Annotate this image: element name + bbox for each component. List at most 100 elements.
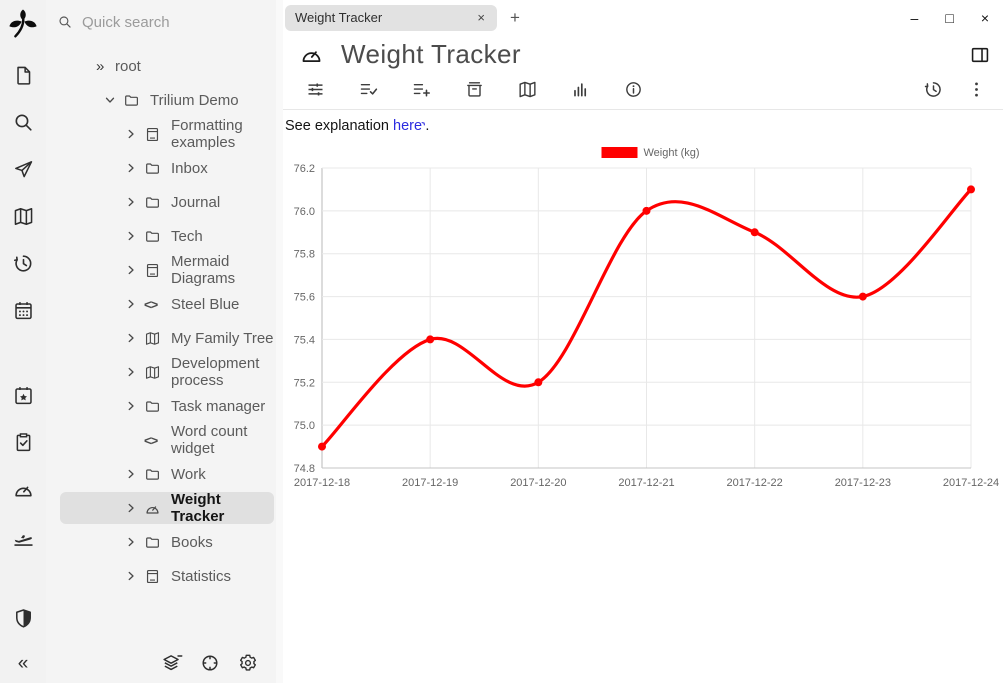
tree-item-development-process[interactable]: Development process [46, 355, 276, 389]
chevron-right-icon[interactable] [125, 332, 144, 344]
history-button[interactable] [11, 251, 35, 275]
send-button[interactable] [11, 157, 35, 181]
clipboard-check-button[interactable] [11, 430, 35, 454]
tree-item-work[interactable]: Work [46, 457, 276, 491]
history-icon [12, 252, 35, 275]
calendar-star-button[interactable] [11, 383, 35, 407]
book-icon [144, 126, 161, 143]
bar-chart-icon [570, 79, 591, 100]
tree-item-root[interactable]: » root [46, 49, 276, 83]
chevron-right-icon[interactable] [125, 400, 144, 412]
ribbon-list-plus-button[interactable] [395, 79, 448, 100]
y-tick-label: 75.4 [294, 334, 315, 346]
tree-item-label: Statistics [171, 567, 232, 585]
maximize-button[interactable]: □ [945, 9, 954, 26]
shield-icon [12, 607, 35, 630]
chevron-right-icon[interactable] [125, 230, 144, 242]
speedometer-icon [299, 42, 324, 67]
tree-item-journal[interactable]: Journal [46, 185, 276, 219]
calendar-star-icon [12, 384, 35, 407]
tree-item-my-family-tree[interactable]: My Family Tree [46, 321, 276, 355]
protected-session-button[interactable] [11, 606, 35, 630]
chevron-right-icon[interactable] [125, 536, 144, 548]
chevron-right-icon[interactable] [125, 468, 144, 480]
ribbon-info-button[interactable] [607, 79, 660, 100]
tab-close-button[interactable]: × [477, 10, 485, 25]
history-button[interactable] [922, 79, 944, 100]
ribbon-sliders-button[interactable] [289, 79, 342, 100]
kebab-button[interactable] [965, 79, 987, 100]
chevron-icon [125, 230, 137, 242]
map-icon [517, 79, 538, 100]
ribbon-list-check-button[interactable] [342, 79, 395, 100]
tree-item-steel-blue[interactable]: <> Steel Blue [46, 287, 276, 321]
note-title[interactable]: Weight Tracker [341, 39, 521, 69]
toggle-right-pane-button[interactable] [969, 44, 991, 66]
tree-item-statistics[interactable]: Statistics [46, 559, 276, 593]
search-icon [57, 14, 73, 30]
tree-item-formatting-examples[interactable]: Formatting examples [46, 117, 276, 151]
minimize-button[interactable]: – [910, 9, 919, 26]
quick-search-input[interactable]: Quick search [46, 0, 276, 44]
chevron-right-icon[interactable] [125, 264, 144, 276]
tree-item-tech[interactable]: Tech [46, 219, 276, 253]
tree-item-trilium-demo[interactable]: Trilium Demo [46, 83, 276, 117]
ribbon-archive-button[interactable] [448, 79, 501, 100]
launcher-buttons [11, 40, 35, 548]
book-icon [144, 568, 163, 585]
chevron-right-icon[interactable] [125, 162, 144, 174]
layers-minus-button[interactable] [161, 652, 183, 674]
ribbon-map-button[interactable] [501, 79, 554, 100]
clipboard-check-icon [12, 431, 35, 454]
tree-item-word-count-widget[interactable]: <> Word count widget [46, 423, 276, 457]
map-icon [12, 205, 35, 228]
data-point [967, 185, 975, 194]
trilium-logo-icon [6, 6, 40, 40]
tab-weight-tracker[interactable]: Weight Tracker × [285, 4, 497, 31]
plane-takeoff-button[interactable] [11, 524, 35, 548]
chevron-right-icon[interactable] [125, 128, 144, 140]
chevron-right-icon[interactable] [125, 366, 144, 378]
chevron-right-icon[interactable] [125, 570, 144, 582]
tree-item-inbox[interactable]: Inbox [46, 151, 276, 185]
tree-item-label: Steel Blue [171, 295, 240, 313]
code-icon: <> [144, 296, 158, 312]
map-button[interactable] [11, 204, 35, 228]
search-button[interactable] [11, 110, 35, 134]
legend-label: Weight (kg) [644, 147, 700, 159]
chevron-down-icon[interactable] [104, 94, 123, 106]
explanation-period: . [425, 118, 430, 134]
tree-item-task-manager[interactable]: Task manager [46, 389, 276, 423]
tree-item-label: My Family Tree [171, 329, 274, 347]
ribbon-bar-chart-button[interactable] [554, 79, 607, 100]
chevron-right-icon[interactable] [125, 502, 144, 514]
close-button[interactable]: × [980, 9, 989, 26]
calendar-button[interactable] [11, 298, 35, 322]
chevron-right-icon[interactable] [125, 196, 144, 208]
collapse-tree-button[interactable]: « [17, 653, 29, 674]
folder-icon [144, 398, 161, 415]
x-tick-label: 2017-12-19 [402, 477, 458, 489]
tab-title: Weight Tracker [295, 10, 383, 25]
tree-item-books[interactable]: Books [46, 525, 276, 559]
folder-icon [144, 160, 163, 177]
note-content: See explanation here›. 74.8 75.0 75.2 75.4 7… [283, 110, 1003, 504]
chevron-right-icon[interactable] [125, 298, 144, 310]
explanation-link[interactable]: here› [393, 118, 429, 134]
pane-gutter[interactable] [276, 0, 283, 683]
folder-icon [144, 398, 163, 415]
speedometer-button[interactable] [11, 477, 35, 501]
new-note-button[interactable] [11, 63, 35, 87]
chevron-icon [125, 332, 137, 344]
new-tab-button[interactable]: + [510, 7, 520, 27]
folder-icon [144, 194, 161, 211]
tree-item-mermaid-diagrams[interactable]: Mermaid Diagrams [46, 253, 276, 287]
chevron-icon [125, 366, 137, 378]
expander-double-chevron-icon[interactable]: » [96, 57, 105, 75]
tree-item-label: Tech [171, 227, 203, 245]
crosshair-button[interactable] [199, 652, 221, 674]
gear-button[interactable] [237, 652, 259, 674]
book-icon [144, 262, 163, 279]
tree-item-weight-tracker[interactable]: Weight Tracker [46, 491, 276, 525]
